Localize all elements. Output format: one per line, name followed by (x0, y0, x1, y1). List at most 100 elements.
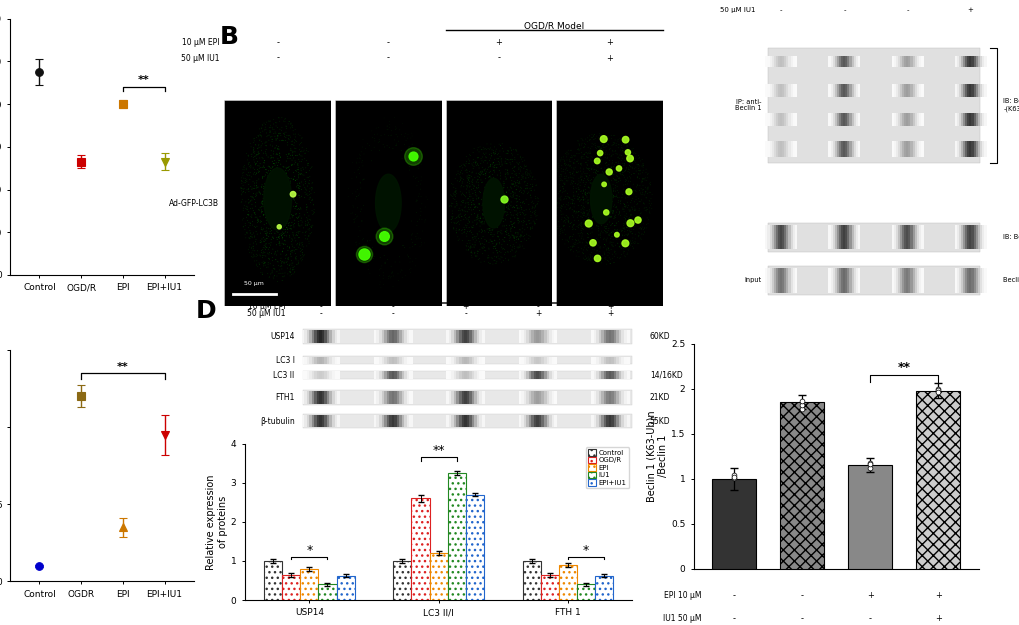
Point (524, 202, 540, 212)
Point (281, 149, 298, 159)
Point (555, 194, 572, 204)
Point (461, 159, 477, 169)
Point (572, 228, 588, 238)
Point (615, 172, 632, 182)
Point (286, 124, 303, 134)
Point (278, 222, 294, 232)
Bar (788, 141, 791, 157)
Bar (918, 141, 920, 157)
Point (510, 214, 526, 224)
Point (495, 249, 512, 259)
Point (269, 246, 285, 256)
Point (552, 175, 569, 185)
Point (446, 191, 463, 201)
Bar (401, 330, 405, 343)
Point (272, 128, 288, 138)
Point (237, 165, 254, 175)
Point (497, 154, 514, 164)
Point (616, 252, 633, 262)
Point (356, 249, 372, 259)
Point (267, 160, 283, 170)
Point (620, 229, 636, 239)
Point (634, 222, 650, 232)
Point (242, 239, 258, 249)
Bar (327, 357, 330, 364)
Point (252, 153, 268, 163)
Point (259, 226, 275, 236)
Point (622, 176, 638, 186)
Point (492, 252, 508, 262)
Bar (610, 415, 613, 428)
Point (628, 151, 644, 161)
Point (292, 151, 309, 161)
Point (271, 238, 287, 248)
Point (488, 252, 504, 262)
Point (623, 153, 639, 163)
Point (629, 172, 645, 182)
Point (501, 173, 518, 183)
Point (246, 249, 262, 259)
Point (280, 220, 297, 230)
Point (551, 193, 568, 203)
Point (615, 213, 632, 222)
Point (613, 146, 630, 156)
Point (471, 199, 487, 209)
Point (451, 206, 468, 216)
Bar (317, 371, 320, 379)
Point (464, 177, 480, 187)
Point (273, 231, 289, 241)
Point (387, 141, 404, 151)
Point (583, 141, 599, 151)
Point (507, 185, 524, 195)
Point (603, 240, 620, 250)
Point (268, 118, 284, 128)
Bar (282, 574, 300, 600)
Point (601, 143, 618, 153)
Bar (448, 391, 451, 404)
Bar (464, 371, 467, 379)
Point (242, 174, 258, 184)
Point (591, 242, 607, 252)
Point (624, 159, 640, 169)
Point (569, 180, 585, 190)
Point (620, 229, 636, 239)
Point (581, 135, 597, 145)
Point (611, 145, 628, 155)
Point (559, 242, 576, 252)
Point (626, 164, 642, 174)
Point (305, 199, 321, 209)
Point (506, 162, 523, 172)
Point (583, 227, 599, 237)
Point (493, 239, 510, 249)
Point (522, 171, 538, 181)
Point (246, 152, 262, 162)
Point (624, 229, 640, 239)
Point (622, 173, 638, 183)
Point (626, 156, 642, 166)
Point (269, 131, 285, 141)
Point (477, 246, 493, 256)
Bar (389, 330, 392, 343)
Point (291, 131, 308, 141)
Bar (770, 56, 773, 67)
Point (264, 267, 280, 277)
Point (513, 229, 529, 239)
Point (635, 225, 651, 235)
Point (592, 159, 608, 169)
Bar (621, 357, 624, 364)
Point (277, 162, 293, 172)
Point (233, 179, 250, 189)
Point (483, 253, 499, 263)
Point (576, 142, 592, 152)
Point (253, 248, 269, 258)
Bar (533, 415, 537, 428)
Point (272, 152, 288, 162)
Point (261, 116, 277, 126)
Bar (317, 357, 320, 364)
Point (631, 223, 647, 233)
Point (579, 199, 595, 209)
Point (465, 194, 481, 204)
Bar (954, 141, 956, 157)
Point (621, 168, 637, 177)
Point (573, 133, 589, 143)
